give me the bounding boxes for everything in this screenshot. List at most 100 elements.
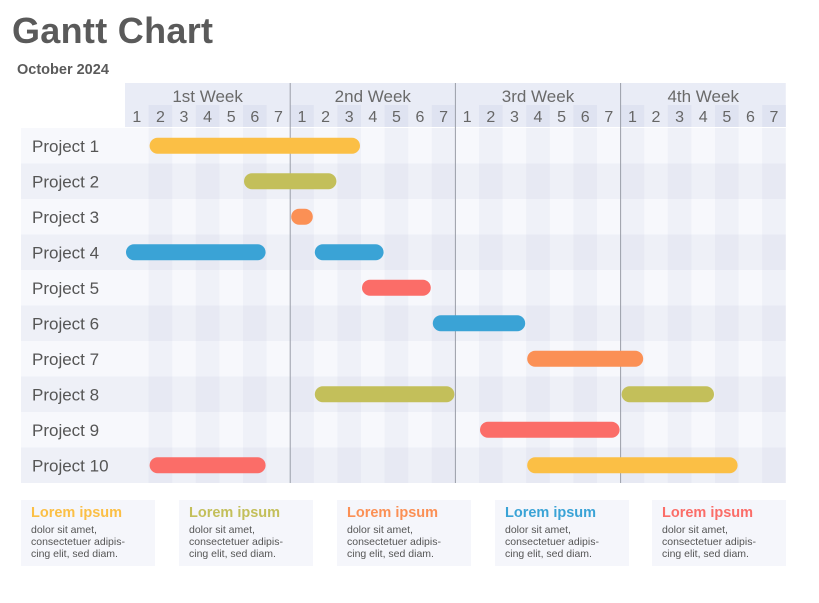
legend-item: Lorem ipsum dolor sit amet, consectetuer… bbox=[652, 500, 786, 566]
header-day-shade bbox=[479, 105, 503, 127]
day-column-shade bbox=[667, 128, 692, 483]
day-label: 4 bbox=[203, 109, 212, 126]
day-label: 2 bbox=[321, 109, 330, 126]
row-background bbox=[21, 341, 786, 377]
legend-text: dolor sit amet, consectetuer adipis- cin… bbox=[31, 524, 125, 560]
day-label: 5 bbox=[722, 109, 731, 126]
row-background bbox=[21, 128, 786, 164]
chart-subtitle: October 2024 bbox=[17, 62, 109, 78]
header-day-shade bbox=[715, 105, 739, 127]
legend-title: Lorem ipsum bbox=[662, 505, 754, 521]
row-background bbox=[21, 199, 786, 235]
day-label: 7 bbox=[274, 109, 283, 126]
header-day-shade bbox=[195, 105, 220, 127]
day-label: 1 bbox=[298, 109, 307, 126]
day-label: 7 bbox=[770, 109, 779, 126]
day-column-shade bbox=[431, 128, 456, 483]
task-bar bbox=[149, 137, 360, 154]
day-label: 4 bbox=[699, 109, 708, 126]
header-day-shade bbox=[431, 105, 456, 127]
legend-text: dolor sit amet, consectetuer adipis- cin… bbox=[662, 524, 756, 560]
row-background bbox=[21, 305, 786, 341]
day-column-shade bbox=[573, 128, 597, 483]
day-label: 5 bbox=[557, 109, 566, 126]
day-label: 6 bbox=[416, 109, 425, 126]
project-label: Project 7 bbox=[32, 350, 99, 369]
week-label: 2nd Week bbox=[335, 87, 412, 106]
task-bar bbox=[291, 208, 313, 225]
day-column-shade bbox=[715, 128, 739, 483]
project-label: Project 1 bbox=[32, 137, 99, 156]
day-column-shade bbox=[762, 128, 786, 483]
day-label: 2 bbox=[652, 109, 661, 126]
header-day-shade bbox=[667, 105, 692, 127]
legend-title: Lorem ipsum bbox=[189, 505, 281, 521]
task-bar bbox=[149, 457, 266, 474]
project-label: Project 4 bbox=[32, 243, 99, 262]
header-day-shade bbox=[243, 105, 267, 127]
legend-text: dolor sit amet, consectetuer adipis- cin… bbox=[505, 524, 599, 560]
day-label: 1 bbox=[132, 109, 141, 126]
legend-text: dolor sit amet, consectetuer adipis- cin… bbox=[189, 524, 283, 560]
task-bar bbox=[314, 386, 455, 403]
task-bar bbox=[621, 386, 714, 403]
project-label: Project 10 bbox=[32, 456, 109, 475]
header-day-shade bbox=[148, 105, 173, 127]
row-background bbox=[21, 163, 786, 199]
day-label: 1 bbox=[463, 109, 472, 126]
day-label: 2 bbox=[156, 109, 165, 126]
day-label: 6 bbox=[581, 109, 590, 126]
legend-item: Lorem ipsum dolor sit amet, consectetuer… bbox=[337, 500, 471, 566]
header-day-shade bbox=[526, 105, 550, 127]
day-label: 4 bbox=[368, 109, 377, 126]
task-bar bbox=[362, 279, 431, 296]
day-column-shade bbox=[479, 128, 503, 483]
project-label: Project 8 bbox=[32, 385, 99, 404]
chart-title: Gantt Chart bbox=[12, 10, 214, 51]
week-label: 1st Week bbox=[172, 87, 243, 106]
day-column-shade bbox=[148, 128, 173, 483]
task-bar bbox=[527, 457, 738, 474]
day-label: 3 bbox=[180, 109, 189, 126]
day-column-shade bbox=[243, 128, 267, 483]
day-label: 4 bbox=[534, 109, 543, 126]
day-column-shade bbox=[620, 128, 645, 483]
legend-text: dolor sit amet, consectetuer adipis- cin… bbox=[347, 524, 441, 560]
day-label: 3 bbox=[675, 109, 684, 126]
legend-title: Lorem ipsum bbox=[505, 505, 597, 521]
day-label: 3 bbox=[345, 109, 354, 126]
legend-title: Lorem ipsum bbox=[31, 505, 123, 521]
task-bar bbox=[314, 244, 384, 261]
day-label: 5 bbox=[227, 109, 236, 126]
day-column-shade bbox=[526, 128, 550, 483]
task-bar bbox=[480, 421, 620, 438]
legend-item: Lorem ipsum dolor sit amet, consectetuer… bbox=[21, 500, 155, 566]
day-label: 7 bbox=[604, 109, 613, 126]
project-label: Project 6 bbox=[32, 314, 99, 333]
day-column-shade bbox=[195, 128, 220, 483]
legend-item: Lorem ipsum dolor sit amet, consectetuer… bbox=[495, 500, 629, 566]
day-label: 1 bbox=[628, 109, 637, 126]
project-label: Project 3 bbox=[32, 208, 99, 227]
task-bar bbox=[244, 173, 337, 190]
legend-item: Lorem ipsum dolor sit amet, consectetuer… bbox=[179, 500, 313, 566]
task-bar bbox=[527, 350, 644, 367]
week-label: 3rd Week bbox=[502, 87, 575, 106]
header-day-shade bbox=[762, 105, 786, 127]
header-day-shade bbox=[290, 105, 314, 127]
header-day-shade bbox=[573, 105, 597, 127]
header-day-shade bbox=[620, 105, 645, 127]
header-day-shade bbox=[384, 105, 409, 127]
day-label: 6 bbox=[250, 109, 259, 126]
row-background bbox=[21, 412, 786, 448]
project-label: Project 9 bbox=[32, 421, 99, 440]
project-label: Project 5 bbox=[32, 279, 99, 298]
day-column-shade bbox=[384, 128, 409, 483]
task-bar bbox=[432, 315, 526, 332]
legend-title: Lorem ipsum bbox=[347, 505, 439, 521]
header-day-shade bbox=[337, 105, 361, 127]
day-label: 5 bbox=[392, 109, 401, 126]
task-bar bbox=[126, 244, 266, 261]
project-label: Project 2 bbox=[32, 172, 99, 191]
